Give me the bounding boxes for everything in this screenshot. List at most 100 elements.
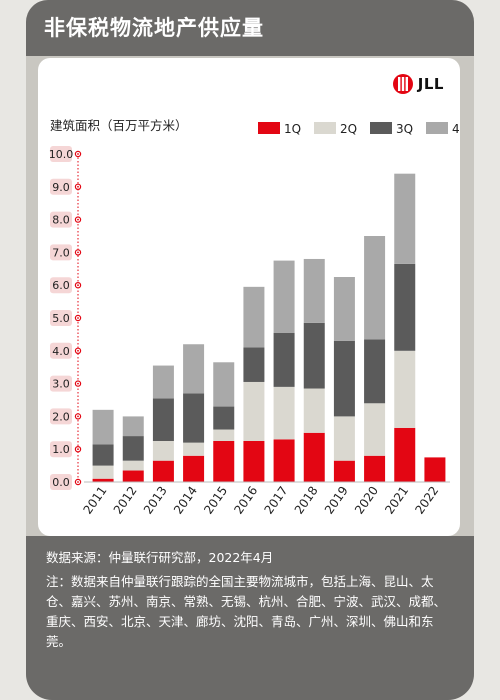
x-tick-label-2014: 2014	[171, 484, 200, 517]
y-tick-dot	[77, 317, 79, 319]
y-tick-bg	[50, 178, 72, 195]
bar-2Q-2020	[364, 403, 386, 456]
legend-label-1Q: 1Q	[284, 122, 301, 136]
legend-swatch-1Q	[258, 122, 280, 134]
y-tick-bg	[50, 244, 72, 261]
bar-4Q-2018	[303, 258, 325, 323]
y-tick-label: 9.0	[52, 181, 70, 194]
bar-1Q-2017	[273, 439, 295, 482]
bar-1Q-2020	[364, 455, 386, 482]
y-tick-bg	[50, 342, 72, 359]
bar-4Q-2019	[333, 277, 355, 341]
bar-3Q-2013	[152, 398, 174, 441]
bar-2Q-2017	[273, 386, 295, 440]
bar-4Q-2020	[364, 236, 386, 340]
infographic-frame: 非保税物流地产供应量 JLL 建筑面积（百万平方米） 1Q 2Q 3Q 4Q 0.0 1.0…	[26, 0, 474, 700]
x-tick-label-2022: 2022	[412, 484, 441, 517]
y-tick-bg	[50, 441, 72, 458]
x-tick-label-2018: 2018	[292, 484, 321, 517]
y-tick-dot	[77, 185, 79, 188]
bar-4Q-2016	[243, 286, 265, 348]
jll-logo: JLL	[392, 72, 444, 96]
legend-swatch-3Q	[370, 122, 392, 134]
bar-4Q-2015	[213, 362, 235, 407]
bar-1Q-2013	[152, 460, 174, 482]
bar-1Q-2015	[213, 441, 235, 482]
bar-1Q-2012	[122, 470, 144, 482]
y-tick-label: 2.0	[52, 410, 70, 423]
y-tick-label: 3.0	[52, 378, 70, 391]
bar-2Q-2011	[92, 465, 114, 479]
chart-card: JLL 建筑面积（百万平方米） 1Q 2Q 3Q 4Q 0.0 1.0 2.0 3.0 4.0 5.…	[38, 58, 460, 536]
bar-3Q-2021	[394, 263, 416, 351]
stacked-bar-chart: 建筑面积（百万平方米） 1Q 2Q 3Q 4Q 0.0 1.0 2.0 3.0 4.0 5.0 6.0…	[49, 118, 460, 517]
y-tick-dot	[77, 349, 79, 352]
y-tick-bg	[50, 211, 72, 228]
x-tick-label-2016: 2016	[231, 484, 260, 517]
bar-3Q-2020	[364, 339, 386, 404]
x-tick-label-2019: 2019	[322, 484, 351, 517]
legend-label-2Q: 2Q	[340, 122, 357, 136]
bar-2Q-2013	[152, 441, 174, 461]
bar-3Q-2015	[213, 406, 235, 430]
y-tick-dot	[77, 153, 79, 155]
bar-3Q-2012	[122, 436, 144, 461]
y-tick-dot	[77, 251, 79, 254]
legend-swatch-4Q	[426, 122, 448, 134]
y-tick-label: 8.0	[52, 214, 70, 227]
footer-panel: 数据来源：仲量联行研究部，2022年4月 注：数据来自仲量联行跟踪的全国主要物流…	[26, 536, 474, 700]
x-tick-label-2011: 2011	[81, 484, 110, 517]
footer-source: 数据来源：仲量联行研究部，2022年4月	[46, 550, 274, 565]
bar-4Q-2021	[394, 173, 416, 264]
bar-2Q-2021	[394, 350, 416, 428]
y-tick-bg	[50, 146, 72, 162]
x-tick-label-2021: 2021	[382, 484, 411, 517]
bar-4Q-2014	[183, 344, 205, 394]
title-banner: 非保税物流地产供应量	[26, 0, 474, 56]
bar-4Q-2011	[92, 409, 114, 445]
bar-3Q-2019	[333, 340, 355, 417]
y-tick-label: 6.0	[52, 279, 70, 292]
bar-1Q-2011	[92, 478, 114, 482]
bar-4Q-2017	[273, 260, 295, 333]
legend-label-4Q: 4Q	[452, 122, 460, 136]
logo-text: JLL	[417, 75, 444, 93]
x-tick-label-2013: 2013	[141, 484, 170, 517]
bar-1Q-2022	[424, 457, 446, 482]
y-tick-dot	[77, 218, 79, 221]
bar-2Q-2014	[183, 442, 205, 456]
bar-3Q-2016	[243, 347, 265, 382]
bar-2Q-2018	[303, 388, 325, 433]
y-tick-bg	[50, 408, 72, 425]
bar-4Q-2013	[152, 365, 174, 399]
bar-1Q-2019	[333, 460, 355, 482]
y-tick-label: 7.0	[52, 246, 70, 259]
y-axis-label: 建筑面积（百万平方米）	[50, 118, 188, 133]
bar-3Q-2014	[183, 393, 205, 443]
y-tick-dot	[77, 481, 79, 483]
bar-2Q-2019	[333, 416, 355, 461]
y-tick-bg	[50, 375, 72, 392]
bar-1Q-2016	[243, 441, 265, 482]
x-tick-label-2020: 2020	[352, 484, 381, 517]
y-tick-label: 0.0	[52, 476, 70, 489]
bar-1Q-2018	[303, 432, 325, 482]
footer-note: 注：数据来自仲量联行跟踪的全国主要物流城市，包括上海、昆山、太仓、嘉兴、苏州、南…	[46, 574, 447, 649]
legend-label-3Q: 3Q	[396, 122, 413, 136]
bar-3Q-2017	[273, 332, 295, 387]
y-tick-label: 10.0	[49, 148, 74, 161]
bar-2Q-2012	[122, 460, 144, 471]
legend-swatch-2Q	[314, 122, 336, 134]
x-tick-label-2015: 2015	[201, 484, 230, 517]
y-tick-label: 1.0	[52, 443, 70, 456]
y-tick-dot	[77, 284, 79, 287]
bar-1Q-2021	[394, 427, 416, 482]
y-tick-bg	[50, 277, 72, 294]
bar-2Q-2016	[243, 381, 265, 441]
y-tick-label: 5.0	[52, 312, 70, 325]
y-tick-dot	[77, 448, 79, 451]
y-tick-dot	[77, 382, 79, 385]
bar-2Q-2015	[213, 429, 235, 441]
bar-3Q-2011	[92, 444, 114, 466]
page-title: 非保税物流地产供应量	[44, 16, 264, 40]
